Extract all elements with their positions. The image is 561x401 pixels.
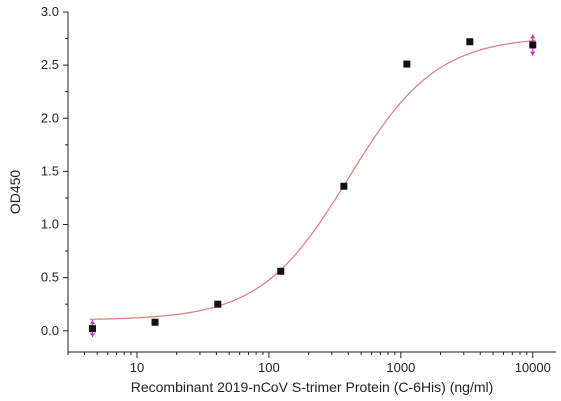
x-tick-label: 1000: [386, 360, 415, 375]
data-point: [214, 300, 222, 308]
fit-curve-line: [89, 39, 536, 320]
x-axis-ticks: 10 100 1000 10000: [67, 352, 551, 375]
data-point: [151, 318, 159, 326]
data-point: [529, 41, 537, 49]
x-axis-title: Recombinant 2019-nCoV S-trimer Protein (…: [131, 379, 494, 395]
data-points: [88, 38, 537, 333]
data-point: [403, 60, 411, 68]
axes: [67, 12, 556, 353]
error-bars: [89, 34, 536, 338]
y-tick-label: 2.5: [41, 57, 59, 72]
x-tick-label: 100: [258, 360, 280, 375]
data-point: [340, 182, 348, 190]
error-bar-cap-top: [530, 34, 536, 39]
y-tick-label: 0.0: [41, 323, 59, 338]
data-point: [277, 267, 285, 275]
y-axis-title: OD450: [7, 170, 23, 215]
y-tick-label: 3.0: [41, 4, 59, 19]
y-tick-label: 1.0: [41, 217, 59, 232]
x-tick-label: 10: [130, 360, 144, 375]
y-axis-ticks: 0.0 0.5 1.0 1.5 2.0 2.5 3.0: [41, 4, 68, 338]
error-bar-cap-top: [89, 320, 95, 325]
error-bar-cap-bottom: [89, 333, 95, 338]
y-tick-label: 1.5: [41, 163, 59, 178]
data-point: [88, 325, 96, 333]
error-bar-cap-bottom: [530, 51, 536, 56]
data-point: [466, 38, 474, 46]
y-tick-label: 2.0: [41, 110, 59, 125]
x-tick-label: 10000: [515, 360, 551, 375]
y-tick-label: 0.5: [41, 270, 59, 285]
